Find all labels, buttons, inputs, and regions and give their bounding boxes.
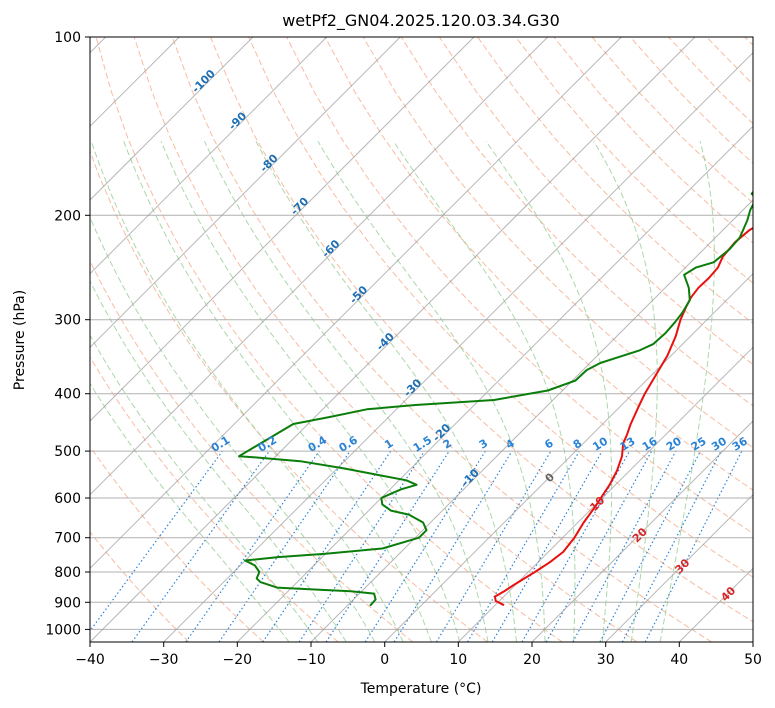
x-tick-label: −30: [149, 652, 179, 668]
y-tick-label: 200: [54, 208, 81, 224]
x-axis-label: Temperature (°C): [360, 681, 482, 697]
moist-adiabat: [393, 141, 576, 642]
dry-adiabat: [90, 356, 339, 642]
y-tick-label: 400: [54, 387, 81, 403]
moist-adiabat: [90, 141, 404, 642]
moist-adiabat: [593, 141, 658, 642]
profile-series: [238, 190, 753, 607]
y-tick-label: 1000: [45, 622, 81, 638]
mixing-ratio-line: [521, 450, 631, 642]
y-tick-label: 300: [54, 313, 81, 329]
dry-adiabat: [90, 445, 264, 642]
y-tick-label: 600: [54, 491, 81, 507]
dry-adiabat: [210, 37, 753, 623]
y-tick-label: 900: [54, 595, 81, 611]
chart-title: wetPf2_GN04.2025.120.03.34.G30: [282, 11, 560, 31]
x-axis-ticks: −40 −30 −20 −10 0 10 20 30 40 50: [75, 642, 762, 668]
moist-adiabat: [123, 141, 432, 642]
isotherm-line: [163, 51, 753, 642]
dry-adiabat: [171, 37, 712, 642]
x-tick-label: −40: [75, 652, 105, 668]
plot-frame: [89, 36, 754, 643]
temperature-profile-line: [493, 226, 753, 607]
isotherm-line: [90, 37, 549, 496]
y-tick-label: 500: [54, 444, 81, 460]
dry-adiabat: [248, 37, 753, 578]
plot-area: 0.1 0.2 0.4 0.6 1 1.5 2 3 4 6 8 10 13 16 20 25 30 36-100-…: [90, 37, 753, 642]
mixing-ratio-line: [218, 450, 351, 642]
isotherm-line: [90, 37, 254, 201]
moist-adiabat: [317, 141, 546, 642]
dry-adiabat: [90, 149, 488, 642]
isobar-gridlines: [90, 37, 753, 630]
x-tick-label: 20: [523, 652, 541, 668]
x-tick-label: 0: [380, 652, 389, 668]
moist-adiabat: [659, 141, 715, 642]
isotherm-line: [457, 346, 753, 642]
x-tick-label: 30: [597, 652, 615, 668]
isotherm-line: [605, 493, 753, 642]
isotherm-line: [90, 37, 622, 570]
dewpoint-profile-line: [238, 190, 753, 607]
isotherm-lines: [90, 37, 753, 642]
x-tick-label: 40: [670, 652, 688, 668]
dry-adiabat: [515, 37, 753, 284]
isotherm-line: [90, 37, 475, 422]
y-tick-label: 700: [54, 531, 81, 547]
x-tick-label: −20: [223, 652, 253, 668]
moist-adiabat: [255, 141, 517, 642]
isotherm-line: [90, 37, 401, 349]
moist-adiabat: [204, 141, 489, 642]
isotherm-line: [531, 420, 753, 642]
mixing-ratio-line: [466, 450, 580, 642]
dry-adiabat: [400, 37, 753, 407]
moist-adiabat: [90, 382, 290, 642]
dry-adiabat: [95, 37, 563, 642]
y-axis-label: Pressure (hPa): [12, 290, 28, 390]
moist-adiabat: [90, 279, 347, 642]
moist-adiabat: [90, 334, 319, 642]
x-tick-label: 50: [744, 652, 762, 668]
mixing-ratio-line: [325, 450, 450, 642]
mixing-ratio-line: [491, 450, 603, 642]
isotherm-line: [90, 37, 696, 642]
x-tick-label: 10: [449, 652, 467, 668]
mixing-ratio-line: [435, 450, 552, 642]
mixing-ratio-line: [572, 450, 677, 642]
dry-adiabat: [90, 531, 190, 642]
isotherm-line: [310, 199, 753, 642]
isotherm-line: [384, 272, 753, 642]
y-axis-ticks: 100 200 300 400 500 600 700 800 900 1000: [45, 30, 90, 638]
y-tick-label: 100: [54, 30, 81, 46]
dry-adiabat: [438, 37, 753, 366]
mixing-ratio-line: [393, 450, 513, 642]
isotherm-line: [236, 125, 753, 642]
moist-adiabat: [160, 141, 461, 642]
x-tick-label: −10: [296, 652, 326, 668]
y-tick-label: 800: [54, 565, 81, 581]
mixing-ratio-line: [364, 450, 486, 642]
isotherm-line: [90, 37, 328, 275]
dry-adiabats: [90, 37, 753, 642]
mixing-ratio-line: [185, 450, 320, 642]
